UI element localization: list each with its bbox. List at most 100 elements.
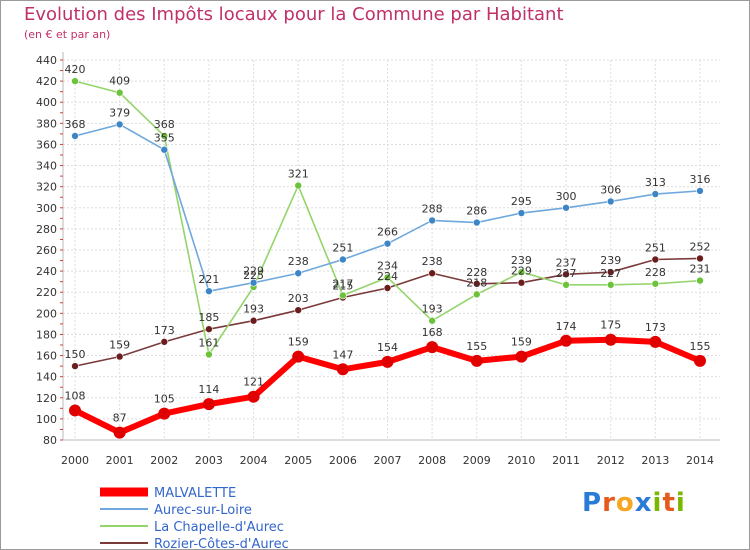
y-tick-label: 160 [36,350,57,363]
x-tick-label: 2003 [195,454,223,467]
series-point-1 [205,287,213,295]
logo-letter: x [634,488,653,518]
data-label-1: 266 [377,226,398,239]
series-point-1 [115,120,124,129]
series-point-1 [294,269,303,278]
series-point-3 [696,254,704,263]
data-label-0: 155 [690,340,711,353]
data-label-1: 355 [154,132,175,145]
series-point-3 [428,269,436,278]
data-label-2: 234 [377,259,398,272]
series-point-0 [470,354,483,367]
series-point-3 [249,316,258,325]
data-label-2: 161 [198,337,219,350]
data-label-1: 238 [288,255,309,268]
series-point-2 [606,281,615,289]
series-point-3 [160,338,169,346]
series-point-1 [71,132,79,140]
x-tick-label: 2010 [507,454,535,467]
data-label-1: 288 [422,202,443,215]
data-label-0: 173 [645,321,666,334]
series-point-0 [69,404,81,417]
series-point-2 [383,273,392,282]
logo-letter: o [615,488,635,518]
series-point-0 [247,390,260,403]
data-label-3: 150 [65,348,86,361]
data-label-3: 173 [154,324,175,337]
series-point-0 [694,354,706,367]
series-point-1 [517,209,526,217]
series-point-1 [562,203,570,212]
data-label-3: 237 [556,256,577,269]
series-point-0 [515,350,528,363]
data-label-1: 368 [65,118,86,131]
logo-letter: r [602,488,616,518]
series-point-2 [294,181,303,190]
series-point-1 [651,190,660,198]
y-tick-label: 180 [36,328,57,341]
series-point-3 [115,352,124,361]
proxiti-logo: Proxiti [582,488,686,518]
y-tick-label: 220 [36,286,57,299]
data-label-2: 239 [511,254,532,267]
y-tick-label: 120 [36,392,57,405]
data-label-1: 300 [556,190,577,203]
data-label-0: 168 [422,326,443,339]
series-point-0 [292,350,305,363]
series-point-1 [472,218,481,227]
x-tick-label: 2004 [240,454,268,467]
series-point-3 [294,306,303,314]
x-tick-label: 2012 [597,454,625,467]
series-point-1 [606,197,615,206]
series-point-1 [428,216,436,225]
logo-letter: i [675,488,686,518]
series-group [69,77,706,439]
y-tick-label: 420 [36,75,57,88]
data-label-0: 154 [377,341,398,354]
series-point-0 [113,426,126,439]
series-point-2 [115,88,124,97]
data-label-2: 193 [422,303,443,316]
data-label-1: 251 [332,242,353,255]
data-label-2: 227 [600,267,621,280]
data-label-2: 368 [154,118,175,131]
x-tick-label: 2014 [686,454,714,467]
data-label-1: 313 [645,176,666,189]
y-tick-label: 260 [36,244,57,257]
series-point-2 [339,291,347,300]
data-label-1: 295 [511,195,532,208]
x-tick-label: 2013 [641,454,669,467]
series-point-1 [339,255,347,264]
series-point-1 [160,145,169,154]
series-point-2 [517,268,526,276]
y-tick-label: 340 [36,160,57,173]
data-label-1: 316 [690,173,711,186]
data-label-0: 105 [154,393,175,406]
legend-label-1: Aurec-sur-Loire [154,503,252,518]
data-label-2: 420 [65,63,86,76]
data-label-2: 227 [556,267,577,280]
data-label-3: 239 [600,254,621,267]
data-label-2: 218 [466,276,487,289]
x-tick-label: 2008 [418,454,446,467]
series-point-2 [696,276,704,285]
y-tick-label: 140 [36,371,57,384]
logo-letter: P [582,488,603,518]
y-tick-label: 240 [36,265,57,278]
series-point-0 [604,333,617,346]
axes: 80 100 120 140 160 180 200 220 240 260 280 300 320 34… [36,52,720,467]
series-point-3 [606,268,615,276]
grid [63,59,720,441]
x-tick-label: 2002 [150,454,178,467]
data-label-3: 159 [109,339,130,352]
x-tick-label: 2001 [106,454,134,467]
series-point-3 [472,279,481,288]
x-tick-label: 2005 [284,454,312,467]
data-label-0: 114 [198,383,219,396]
x-tick-label: 2006 [329,454,357,467]
data-label-0: 175 [600,319,621,332]
x-tick-label: 2000 [61,454,89,467]
data-label-3: 185 [198,311,219,324]
logo-letter: i [652,488,663,518]
